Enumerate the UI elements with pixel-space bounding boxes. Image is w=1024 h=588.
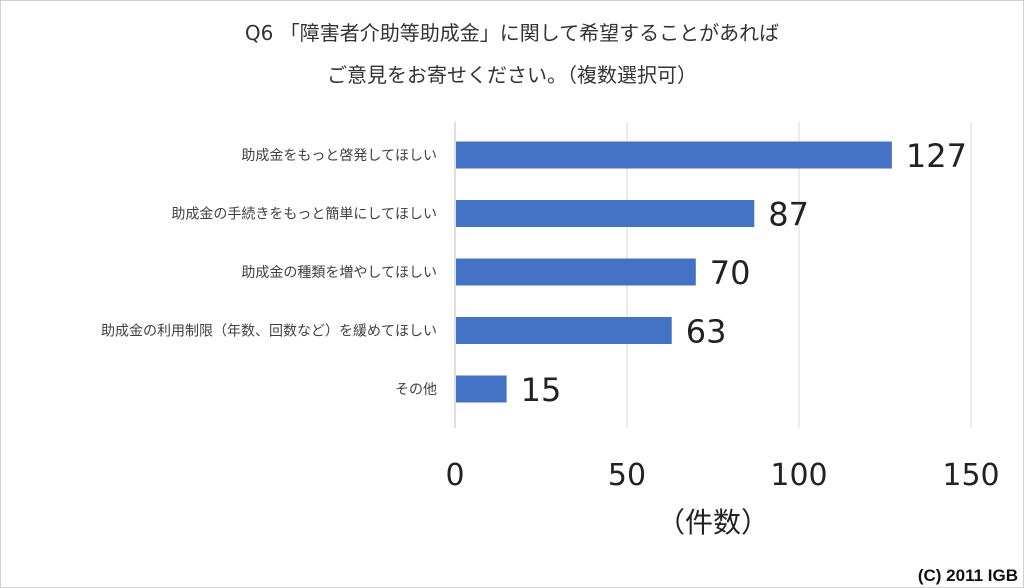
bar bbox=[456, 317, 672, 344]
bar bbox=[456, 375, 507, 403]
x-axis-label: （件数） bbox=[657, 506, 769, 539]
x-tick-label: 50 bbox=[608, 458, 646, 493]
category-label: 助成金の種類を増やしてほしい bbox=[241, 265, 437, 281]
bar bbox=[456, 200, 755, 227]
value-label: 70 bbox=[710, 254, 751, 292]
category-label: 助成金をもっと啓発してほしい bbox=[241, 148, 437, 164]
category-label: 助成金の手続きをもっと簡単にしてほしい bbox=[171, 206, 437, 223]
category-label: その他 bbox=[395, 382, 437, 398]
x-tick-label: 100 bbox=[770, 458, 827, 493]
x-tick-label: 0 bbox=[445, 458, 464, 493]
chart-title-line: Q6 「障害者介助等助成金」に関して希望することがあれば bbox=[245, 21, 779, 45]
value-label: 63 bbox=[686, 313, 727, 351]
copyright-notice: (C) 2011 IGB bbox=[917, 566, 1018, 585]
bar bbox=[456, 258, 696, 286]
x-tick-label: 150 bbox=[942, 458, 999, 493]
bar bbox=[456, 141, 892, 169]
value-label: 127 bbox=[906, 137, 967, 175]
value-label: 87 bbox=[768, 196, 809, 234]
value-label: 15 bbox=[521, 371, 562, 409]
category-label: 助成金の利用制限（年数、回数など）を緩めてほしい bbox=[101, 324, 437, 340]
chart-title-line: ご意見をお寄せください。（複数選択可） bbox=[327, 63, 697, 87]
